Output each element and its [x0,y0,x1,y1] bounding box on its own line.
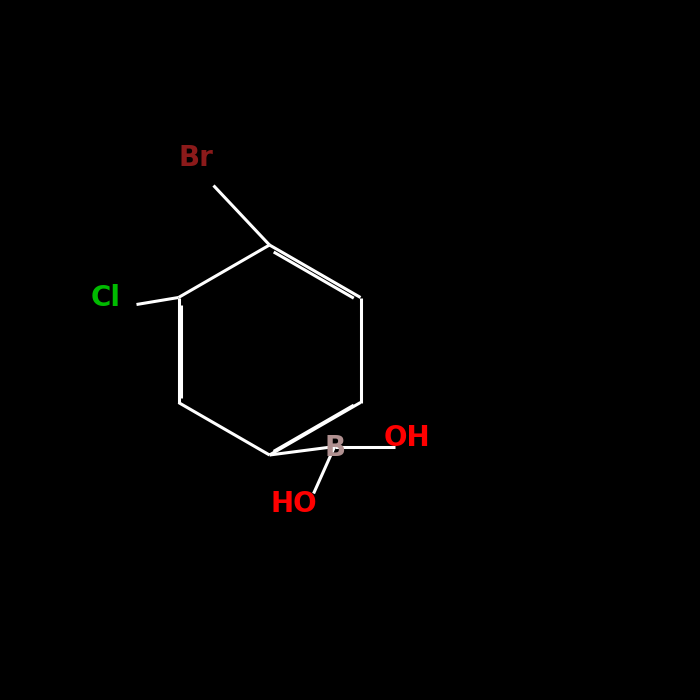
Text: Cl: Cl [91,284,121,312]
Text: Br: Br [178,144,214,172]
Text: B: B [324,434,345,462]
Text: HO: HO [271,490,317,518]
Text: OH: OH [384,424,430,452]
